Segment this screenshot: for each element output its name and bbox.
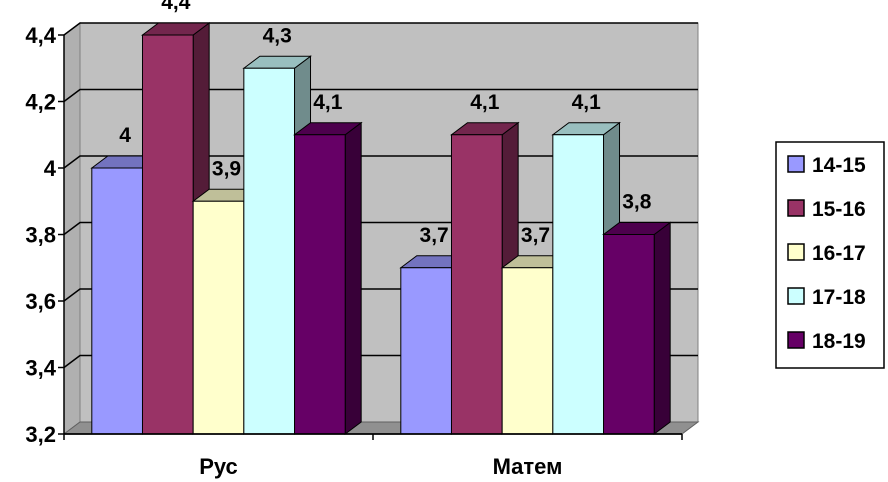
data-label: 4,1 bbox=[572, 91, 602, 114]
bar-front bbox=[552, 134, 605, 435]
data-label: 4,1 bbox=[313, 91, 343, 114]
x-category-label: Рус bbox=[199, 454, 238, 479]
bar-front bbox=[294, 134, 346, 435]
bar-front bbox=[141, 34, 194, 435]
bar bbox=[293, 121, 363, 435]
y-tick-label: 4,2 bbox=[25, 90, 56, 115]
bar-front bbox=[400, 267, 452, 435]
data-label: 4,4 bbox=[161, 0, 191, 14]
gridline bbox=[63, 22, 698, 36]
bar-side bbox=[653, 221, 671, 435]
axes: 3,2 3,4 3,6 3,8 4 4,2 4,4 Рус Матем bbox=[25, 23, 683, 479]
bar-side bbox=[344, 121, 362, 435]
legend: 14-15 15-16 16-17 17-18 18-19 bbox=[775, 141, 885, 369]
data-label: 4,3 bbox=[263, 24, 292, 47]
y-tick-label: 3,2 bbox=[25, 422, 56, 447]
bar-front bbox=[91, 167, 143, 435]
bar-front bbox=[603, 234, 655, 435]
bar-front bbox=[192, 200, 245, 435]
y-tick-label: 4 bbox=[44, 156, 57, 181]
y-tick-label: 3,8 bbox=[25, 223, 56, 248]
legend-label: 16-17 bbox=[812, 242, 866, 265]
bar bbox=[602, 221, 672, 435]
data-label: 4,1 bbox=[470, 91, 500, 114]
y-tick-label: 4,4 bbox=[25, 23, 56, 48]
legend-swatch bbox=[787, 331, 805, 349]
legend-swatch bbox=[787, 287, 805, 305]
legend-label: 14-15 bbox=[812, 154, 866, 177]
legend-swatch bbox=[787, 155, 805, 173]
legend-label: 15-16 bbox=[812, 198, 866, 221]
legend-label: 17-18 bbox=[812, 286, 866, 309]
data-label: 3,9 bbox=[212, 157, 241, 180]
data-label: 3,8 bbox=[622, 191, 652, 214]
x-category-label: Матем bbox=[493, 454, 563, 479]
bar-front bbox=[450, 134, 503, 435]
legend-label: 18-19 bbox=[812, 330, 866, 353]
data-labels: 4 4,4 3,9 4,3 4,1 3,7 4,1 3,7 4,1 3,8 bbox=[119, 0, 651, 247]
data-label: 3,7 bbox=[521, 224, 550, 247]
y-tick-label: 3,6 bbox=[25, 289, 56, 314]
legend-swatch bbox=[787, 199, 805, 217]
legend-swatch bbox=[787, 243, 805, 261]
data-label: 3,7 bbox=[420, 224, 449, 247]
bar-front bbox=[243, 67, 296, 435]
gridline bbox=[63, 88, 698, 103]
bars bbox=[90, 22, 672, 435]
bar-front bbox=[501, 267, 554, 435]
y-tick-label: 3,4 bbox=[25, 356, 56, 381]
data-label: 4 bbox=[119, 124, 131, 147]
